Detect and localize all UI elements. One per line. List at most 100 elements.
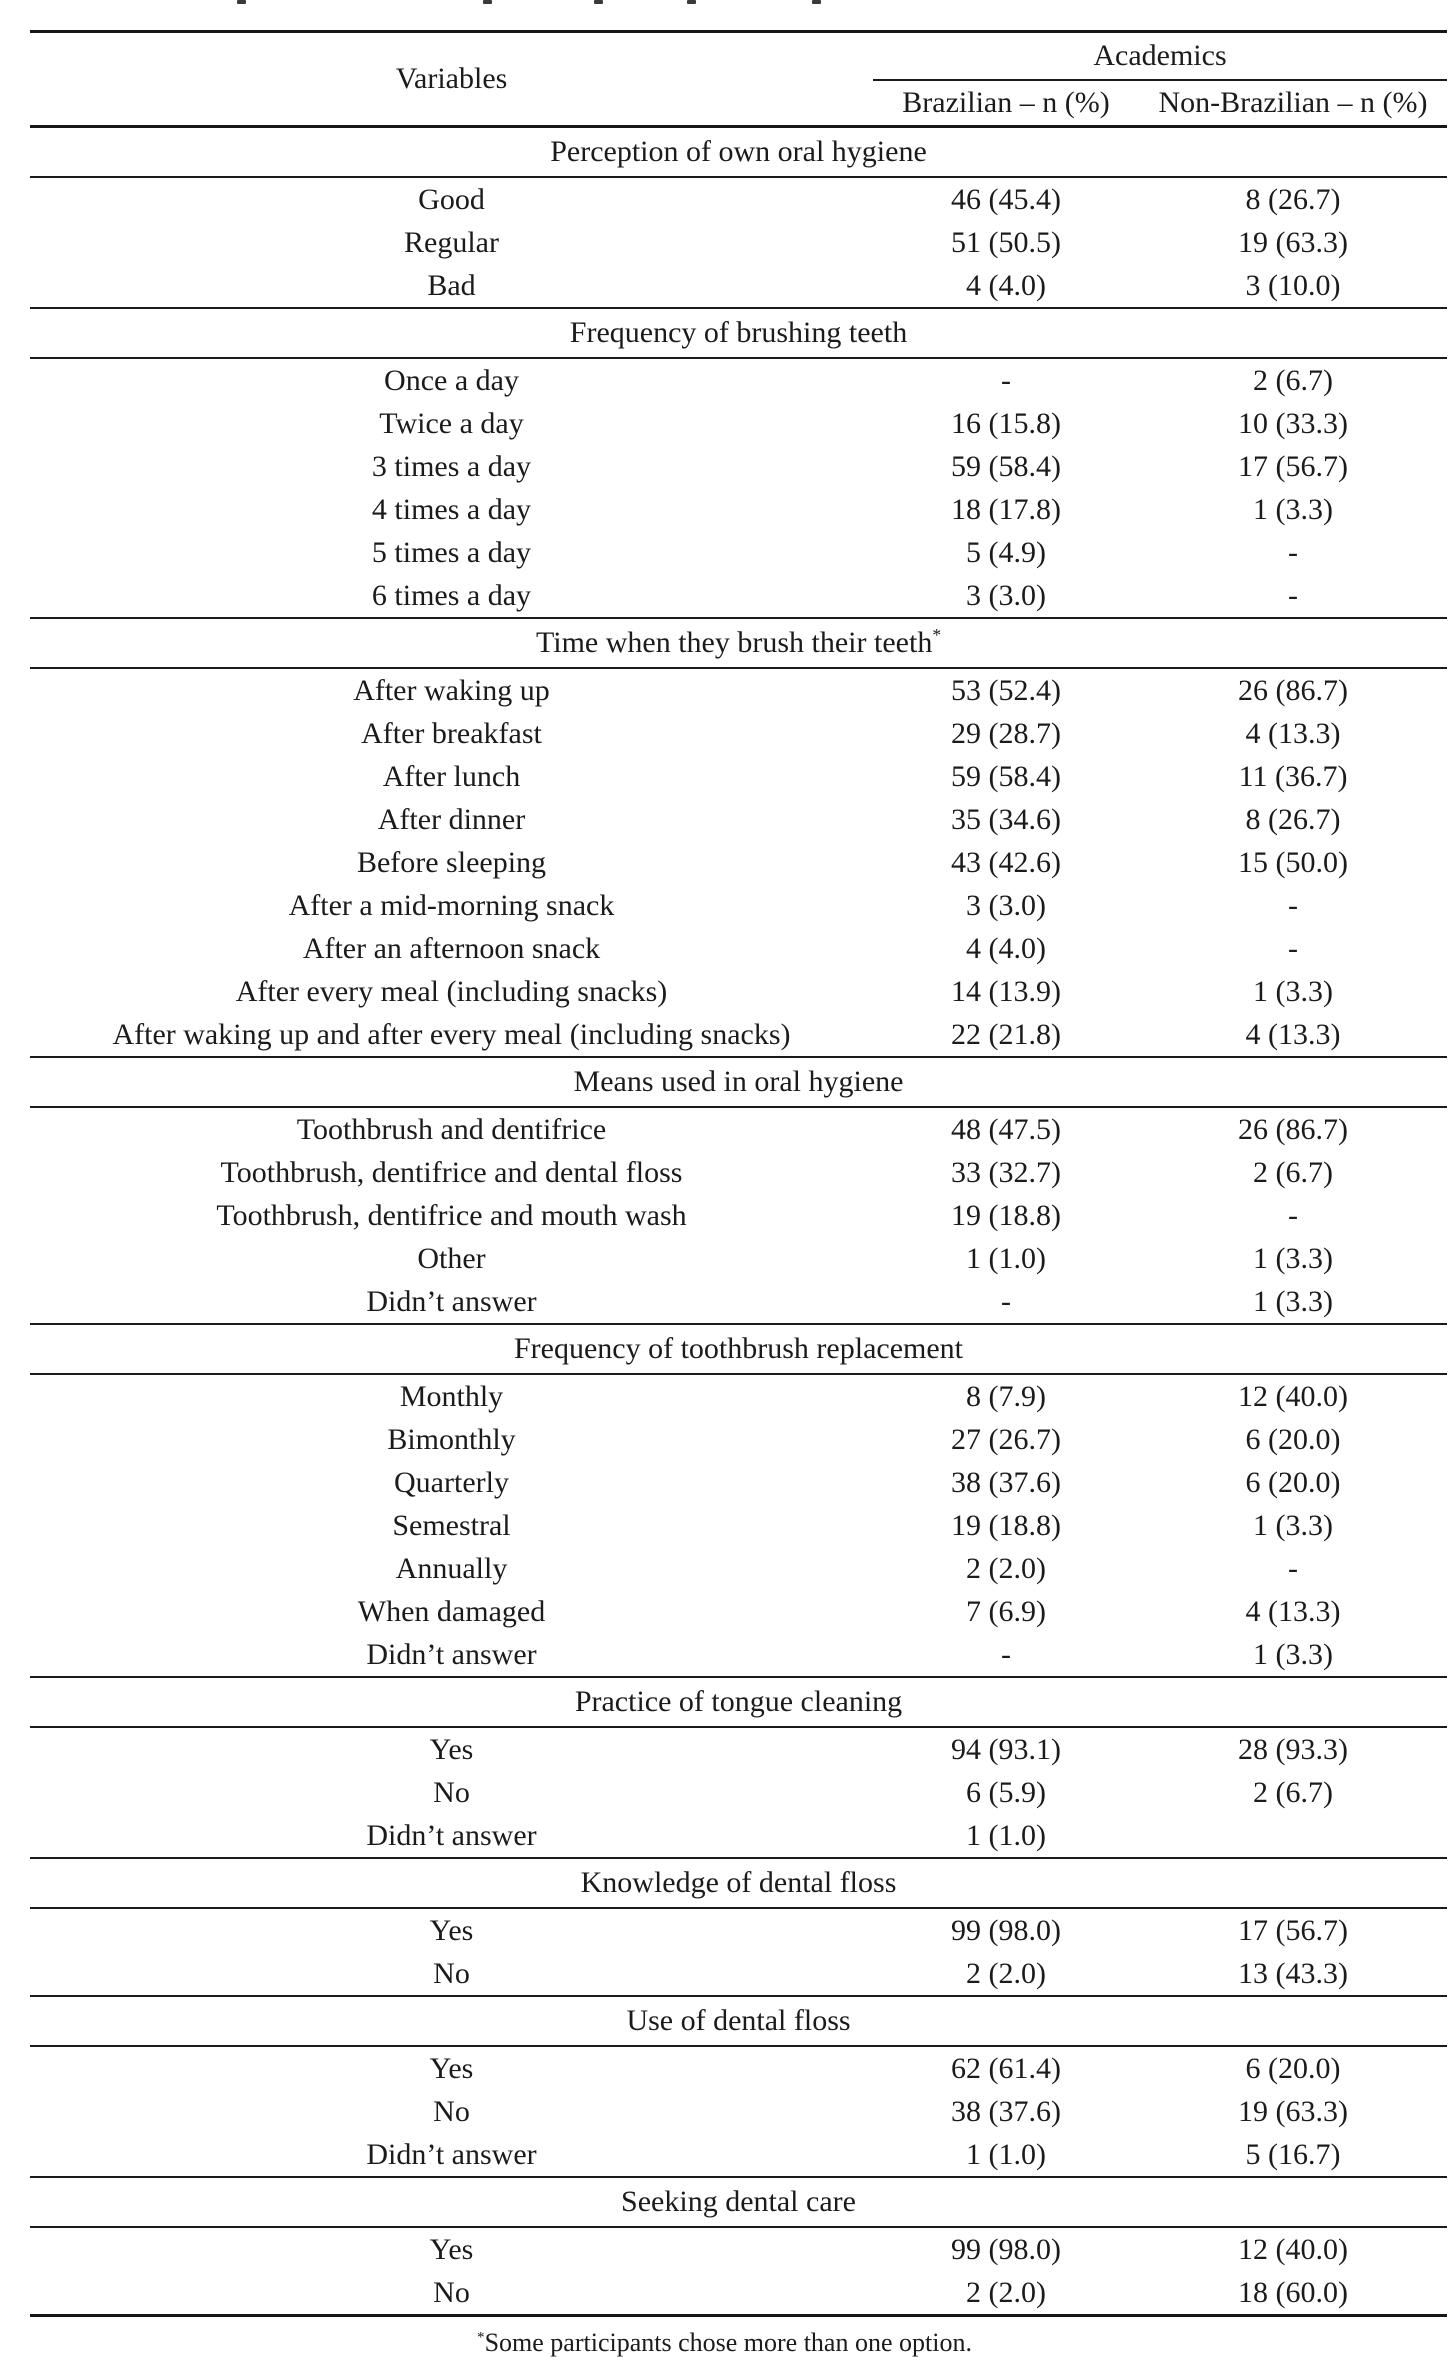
brazilian-value-cell: 8 (7.9) <box>966 1380 1046 1413</box>
footnote-text: Some participants chose more than one op… <box>484 2328 972 2357</box>
section-header: Use of dental floss <box>30 1995 1447 2047</box>
brazilian-value-cell: 29 (28.7) <box>951 717 1061 750</box>
brazilian-value-cell: - <box>1001 1285 1011 1318</box>
brazilian-value-cell: 62 (61.4) <box>951 2052 1061 2085</box>
table-row: After every meal (including snacks) 14 (1… <box>30 970 1447 1013</box>
brazilian-value-cell: 5 (4.9) <box>966 536 1046 569</box>
table-body: Perception of own oral hygiene Good 46 (45… <box>30 128 1447 2314</box>
variable-label-cell: Yes <box>429 2052 474 2085</box>
table-footnote: *Some participants chose more than one o… <box>0 2326 1449 2360</box>
non-brazilian-value-cell: - <box>1288 932 1298 965</box>
caption-glyph-fragment <box>812 0 821 4</box>
non-brazilian-value-cell: 2 (6.7) <box>1253 364 1333 397</box>
variable-label-cell: After waking up and after every meal (in… <box>112 1018 791 1051</box>
non-brazilian-value-cell <box>1139 1814 1447 1857</box>
table-row: No 38 (37.6) 19 (63.3) <box>30 2090 1447 2133</box>
brazilian-value-cell: 94 (93.1) <box>951 1733 1061 1766</box>
section-title-text: Means used in oral hygiene <box>573 1065 904 1098</box>
section-header: Seeking dental care <box>30 2176 1447 2228</box>
section-title-text: Perception of own oral hygiene <box>550 135 927 168</box>
brazilian-value-cell: 19 (18.8) <box>951 1199 1061 1232</box>
table-row: Other 1 (1.0) 1 (3.3) <box>30 1237 1447 1280</box>
brazilian-value-cell: 1 (1.0) <box>966 2138 1046 2171</box>
table-row: No 2 (2.0) 13 (43.3) <box>30 1952 1447 1995</box>
variable-label-cell: When damaged <box>357 1595 546 1628</box>
brazilian-value-cell: 59 (58.4) <box>951 450 1061 483</box>
non-brazilian-value-cell: 1 (3.3) <box>1253 1285 1333 1318</box>
brazilian-value-cell: 22 (21.8) <box>951 1018 1061 1051</box>
brazilian-value-cell: 3 (3.0) <box>966 579 1046 612</box>
non-brazilian-value-cell: 1 (3.3) <box>1253 1242 1333 1275</box>
caption-glyph-fragment <box>237 0 246 4</box>
brazilian-value-cell: 1 (1.0) <box>966 1242 1046 1275</box>
variable-label-cell: After an afternoon snack <box>302 932 601 965</box>
caption-glyph-fragment <box>687 0 696 4</box>
variable-label-cell: Before sleeping <box>356 846 547 879</box>
table-header: Variables Academics Brazilian – n (%) No… <box>30 33 1447 128</box>
variable-label-cell: Good <box>418 183 485 216</box>
brazilian-value-cell: 33 (32.7) <box>951 1156 1061 1189</box>
variable-label-cell: Didn’t answer <box>366 1638 537 1671</box>
section-title-text: Frequency of toothbrush replacement <box>513 1332 964 1365</box>
variable-label-cell: Bimonthly <box>387 1423 516 1456</box>
non-brazilian-value-cell: 2 (6.7) <box>1253 1156 1333 1189</box>
brazilian-value-cell: 4 (4.0) <box>966 932 1046 965</box>
table-row: 6 times a day 3 (3.0) - <box>30 574 1447 617</box>
table-section: Perception of own oral hygiene Good 46 (45… <box>30 128 1447 307</box>
brazilian-value-cell: 4 (4.0) <box>966 269 1046 302</box>
non-brazilian-value-cell: 18 (60.0) <box>1238 2276 1348 2309</box>
variable-label-cell: 3 times a day <box>371 450 532 483</box>
brazilian-value-cell: 53 (52.4) <box>951 674 1061 707</box>
section-header: Means used in oral hygiene <box>30 1056 1447 1108</box>
variable-label-cell: After every meal (including snacks) <box>235 975 668 1008</box>
brazilian-value-cell: 16 (15.8) <box>951 407 1061 440</box>
brazilian-value-cell: 19 (18.8) <box>951 1509 1061 1542</box>
column-header-brazilian: Brazilian – n (%) <box>902 86 1110 119</box>
table-row: 4 times a day 18 (17.8) 1 (3.3) <box>30 488 1447 531</box>
brazilian-value-cell: 51 (50.5) <box>951 226 1061 259</box>
table-section: Practice of tongue cleaning Yes 94 (93.1) 2… <box>30 1676 1447 1857</box>
brazilian-value-cell: 38 (37.6) <box>951 2095 1061 2128</box>
brazilian-value-cell: 14 (13.9) <box>951 975 1061 1008</box>
non-brazilian-value-cell: 12 (40.0) <box>1238 1380 1348 1413</box>
table-row: Toothbrush, dentifrice and mouth wash 19 … <box>30 1194 1447 1237</box>
table-section: Time when they brush their teeth* After w… <box>30 617 1447 1056</box>
section-title-text: Time when they brush their teeth <box>535 626 933 659</box>
table-row: Good 46 (45.4) 8 (26.7) <box>30 178 1447 221</box>
non-brazilian-value-cell: 1 (3.3) <box>1253 493 1333 526</box>
table-row: Semestral 19 (18.8) 1 (3.3) <box>30 1504 1447 1547</box>
brazilian-value-cell: 59 (58.4) <box>951 760 1061 793</box>
non-brazilian-value-cell: 10 (33.3) <box>1238 407 1348 440</box>
non-brazilian-value-cell: - <box>1288 536 1298 569</box>
variable-label-cell: 6 times a day <box>371 579 532 612</box>
cropped-caption-remnant <box>0 0 1449 6</box>
caption-glyph-fragment <box>594 0 603 4</box>
variable-label-cell: Other <box>417 1242 486 1275</box>
table-row: Yes 94 (93.1) 28 (93.3) <box>30 1728 1447 1771</box>
section-title-text: Knowledge of dental floss <box>580 1866 897 1899</box>
table-row: Regular 51 (50.5) 19 (63.3) <box>30 221 1447 264</box>
table-section: Use of dental floss Yes 62 (61.4) 6 (20.0) N… <box>30 1995 1447 2176</box>
table-row: After dinner 35 (34.6) 8 (26.7) <box>30 798 1447 841</box>
variable-label-cell: Quarterly <box>394 1466 509 1499</box>
section-title-superscript: * <box>932 625 942 645</box>
non-brazilian-value-cell: 8 (26.7) <box>1245 803 1341 836</box>
section-title-text: Practice of tongue cleaning <box>574 1685 903 1718</box>
non-brazilian-value-cell: 11 (36.7) <box>1238 760 1348 793</box>
brazilian-value-cell: 99 (98.0) <box>951 2233 1061 2266</box>
section-header: Practice of tongue cleaning <box>30 1676 1447 1728</box>
variable-label-cell: 5 times a day <box>371 536 532 569</box>
variable-label-cell: Yes <box>429 1914 474 1947</box>
footnote-asterisk-marker: * <box>477 2329 485 2346</box>
table-section: Knowledge of dental floss Yes 99 (98.0) 17 … <box>30 1857 1447 1995</box>
brazilian-value-cell: 18 (17.8) <box>951 493 1061 526</box>
brazilian-value-cell: 3 (3.0) <box>966 889 1046 922</box>
section-title-text: Frequency of brushing teeth <box>569 316 908 349</box>
brazilian-value-cell: - <box>1001 1638 1011 1671</box>
variable-label-cell: 4 times a day <box>371 493 532 526</box>
table-row: Yes 99 (98.0) 17 (56.7) <box>30 1909 1447 1952</box>
variable-label-cell: After a mid-morning snack <box>288 889 615 922</box>
variable-label-cell: Yes <box>429 2233 474 2266</box>
table-row: Toothbrush, dentifrice and dental floss 3… <box>30 1151 1447 1194</box>
variable-label-cell: After dinner <box>377 803 526 836</box>
